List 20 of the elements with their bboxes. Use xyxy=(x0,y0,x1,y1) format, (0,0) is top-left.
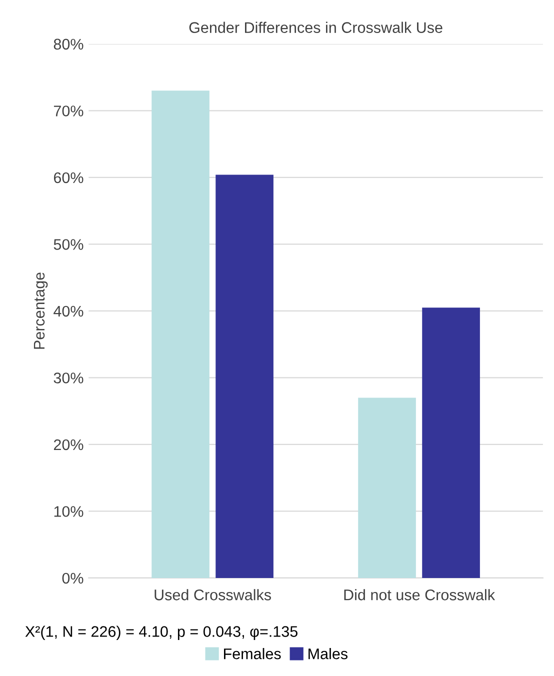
bar xyxy=(422,308,480,578)
y-tick-label: 70% xyxy=(54,106,84,116)
bar xyxy=(358,398,416,578)
x-tick-label: Used Crosswalks xyxy=(154,589,271,600)
y-tick-label: 50% xyxy=(54,239,84,250)
y-tick-label: 0% xyxy=(62,572,84,584)
text: X²(1, N = 226) = 4.10, p = 0.043, φ=.135 xyxy=(25,626,298,640)
y-tick-label: 80% xyxy=(54,38,84,50)
legend-label: Males xyxy=(308,648,348,660)
y-tick-label: 40% xyxy=(54,306,84,317)
bar xyxy=(152,90,210,578)
y-tick-label: 60% xyxy=(54,172,84,184)
y-tick-label: 30% xyxy=(54,372,84,384)
y-tick-label: 10% xyxy=(54,506,84,517)
x-tick-label: Did not use Crosswalk xyxy=(344,589,496,600)
chart-title: Gender Differences in Crosswalk Use xyxy=(189,22,442,33)
y-axis-title: Percentage xyxy=(34,272,48,349)
y-tick-label: 20% xyxy=(54,439,84,450)
legend-label: Females xyxy=(224,648,281,660)
bar xyxy=(216,174,274,578)
